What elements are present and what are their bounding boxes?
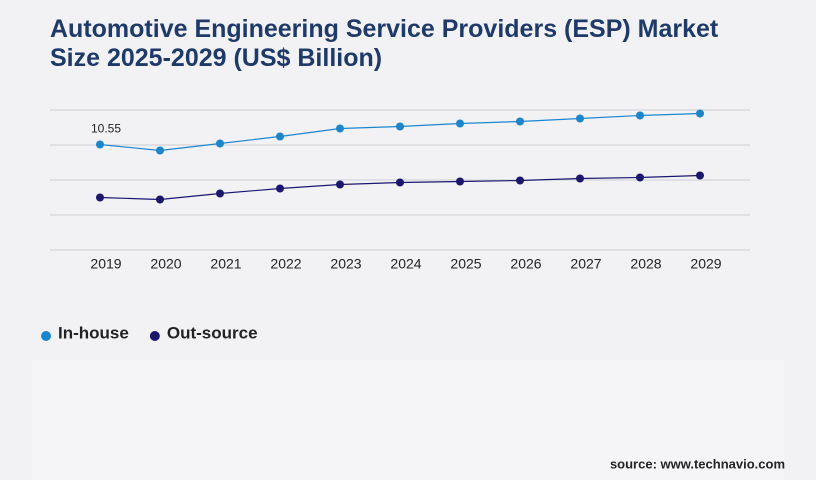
x-tick-label: 2026: [510, 256, 541, 272]
x-tick-label: 2023: [330, 256, 361, 272]
x-tick-label: 2029: [690, 256, 721, 272]
point: [216, 189, 224, 198]
point: [396, 178, 404, 187]
x-tick-label: 2028: [630, 256, 661, 272]
point: [696, 109, 704, 118]
legend-marker: [149, 331, 160, 341]
point: [156, 146, 164, 155]
point: [156, 195, 164, 204]
point: [516, 176, 524, 185]
x-tick-label: 2024: [390, 256, 421, 272]
point: [396, 122, 404, 131]
point: [516, 117, 524, 126]
point: [96, 193, 104, 202]
x-tick-label: 2025: [450, 256, 481, 272]
point: [456, 177, 464, 186]
point: [456, 119, 464, 128]
legend-label: In-house: [58, 323, 129, 342]
point: [216, 139, 224, 148]
x-tick-label: 2027: [570, 256, 601, 272]
point: [636, 173, 644, 182]
x-tick-label: 2022: [270, 256, 301, 272]
point: [336, 180, 344, 189]
point: [576, 174, 584, 183]
legend-label: Out-source: [167, 323, 258, 342]
point: [96, 140, 104, 149]
data-label: 10.55: [91, 122, 121, 136]
legend-marker: [41, 331, 51, 341]
source: source: www.technavio.com: [610, 456, 785, 471]
x-tick-label: 2019: [90, 256, 121, 272]
point: [276, 132, 284, 141]
point: [636, 111, 644, 120]
point: [696, 171, 704, 180]
x-tick-label: 2020: [150, 256, 181, 272]
x-tick-label: 2021: [210, 256, 241, 272]
point: [576, 114, 584, 123]
panel: [32, 360, 784, 480]
point: [336, 124, 344, 133]
chart-title: Automotive Engineering Service Providers…: [50, 15, 719, 72]
point: [276, 184, 284, 193]
